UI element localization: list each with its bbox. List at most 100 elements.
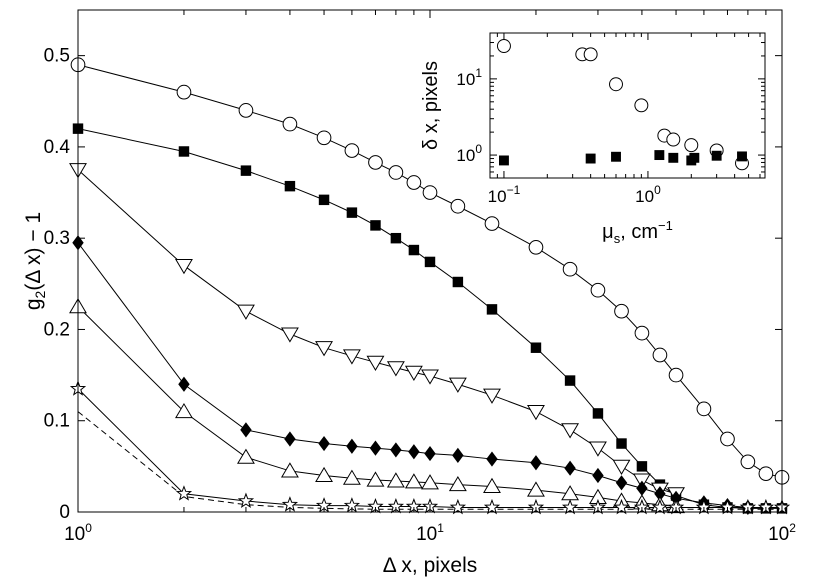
- series-5-point-8: [386, 472, 405, 488]
- series-4-point-6: [346, 438, 358, 454]
- inset-y-tick-label: 101: [456, 66, 482, 89]
- series-3-point-3: [236, 304, 255, 320]
- series-4-point-16: [615, 475, 628, 491]
- series-1-point-12: [484, 216, 500, 231]
- series-5-point-10: [421, 474, 439, 490]
- series-6-point-16: [613, 498, 630, 515]
- series-6-point-11: [449, 498, 467, 515]
- y-tick-label: 0: [59, 502, 70, 523]
- series-3-point-10: [421, 369, 439, 385]
- series-2-point-16: [616, 438, 627, 449]
- series-2-point-3: [240, 165, 252, 176]
- series-1-point-6: [344, 143, 360, 158]
- series-5-point-3: [236, 448, 255, 464]
- inset-y-axis-label: δ x, pixels: [420, 61, 442, 150]
- inset-frame: [489, 32, 766, 179]
- inset-series-2-point-3: [611, 151, 621, 162]
- series-4-point-14: [564, 460, 576, 476]
- series-3-point-9: [404, 365, 423, 382]
- series-1-point-19: [668, 367, 684, 383]
- series-6-point-14: [561, 498, 579, 515]
- series-2-point-17: [636, 461, 648, 472]
- series-1-point-2: [176, 84, 192, 100]
- series-1-point-5: [316, 130, 332, 146]
- inset-series-2-point-2: [585, 153, 596, 164]
- series-5-point-2: [175, 402, 193, 419]
- series-3-point-13: [527, 405, 545, 421]
- series-2-point-10: [424, 256, 436, 268]
- series-4-point-4: [284, 431, 296, 447]
- y-tick-label: 0.2: [44, 319, 70, 340]
- series-6-point-3: [237, 492, 255, 508]
- series-1-point-11: [450, 198, 466, 214]
- series-4-point-11: [452, 447, 464, 464]
- inset-series-2-point-8: [711, 150, 722, 161]
- series-2-point-11: [452, 276, 464, 288]
- series-1-point-13: [528, 239, 544, 255]
- series-4-point-18: [654, 486, 666, 502]
- series-4-point-9: [408, 444, 420, 460]
- series-4-point-13: [530, 455, 542, 471]
- series-2-point-8: [390, 232, 402, 244]
- series-6-point-2: [175, 485, 193, 501]
- inset-y-tick-label: 100: [456, 142, 482, 165]
- series-3-point-14: [561, 423, 580, 439]
- y-tick-label: 0.1: [44, 411, 70, 432]
- series-1-point-4: [282, 116, 298, 132]
- series-3-point-7: [366, 355, 385, 371]
- series-1-point-21: [720, 431, 735, 447]
- series-4-point-8: [390, 442, 402, 458]
- series-line-4: [77, 242, 748, 508]
- series-5-point-4: [280, 462, 299, 478]
- series-1-point-8: [388, 165, 404, 180]
- series-3-point-2: [175, 259, 193, 275]
- series-1-point-15: [590, 282, 606, 298]
- series-1-point-20: [696, 401, 712, 417]
- series-3-point-5: [315, 341, 333, 357]
- series-3-point-16: [612, 459, 631, 476]
- x-tick-label: 100: [64, 521, 92, 545]
- series-6-point-12: [483, 498, 501, 515]
- inset-plot: 10−1 100 100 101 μs, cm−1 δ x, pixels: [420, 32, 766, 246]
- series-2-point-9: [408, 244, 420, 256]
- y-tick-label: 0.5: [44, 46, 70, 67]
- series-4-point-12: [486, 451, 498, 467]
- series-2-point-5: [318, 194, 330, 206]
- series-5-point-9: [404, 473, 423, 489]
- series-4-point-10: [424, 445, 436, 462]
- series-5-point-7: [366, 471, 385, 487]
- series-1-point-18: [652, 347, 668, 363]
- series-2-point-13: [530, 342, 542, 353]
- inset-x-tick-label: 10−1: [488, 183, 521, 206]
- series-1-point-22: [740, 454, 756, 470]
- series-1-point-17: [634, 325, 650, 341]
- series-3-point-15: [588, 441, 607, 457]
- inset-series-1-point-5: [634, 98, 649, 113]
- series-6-point-18: [651, 498, 669, 515]
- inset-series-1-point-8: [684, 138, 699, 153]
- series-1-point-14: [562, 261, 578, 277]
- inset-x-axis-label: μs, cm−1: [602, 218, 673, 246]
- series-4-point-7: [369, 440, 382, 456]
- inset-series-1-point-7: [666, 132, 681, 147]
- series-3-point-6: [342, 349, 361, 365]
- series-4-point-5: [318, 435, 330, 452]
- series-5-point-6: [342, 469, 361, 485]
- series-2-point-12: [486, 304, 498, 315]
- y-tick-label: 0.3: [44, 228, 70, 249]
- series-5-point-13: [527, 481, 545, 497]
- x-axis-label: Δ x, pixels: [383, 554, 478, 577]
- series-5-point-5: [315, 466, 333, 483]
- series-1-point-23: [758, 466, 774, 482]
- inset-series-1-point-4: [609, 77, 623, 92]
- series-4-point-17: [636, 480, 648, 496]
- series-3-point-12: [483, 388, 501, 404]
- series-1-point-10: [422, 185, 438, 200]
- inset-series-2-point-7: [689, 152, 700, 163]
- series-2-point-7: [370, 220, 381, 231]
- inset-series-1-point-1: [496, 39, 511, 53]
- series-2-point-15: [592, 408, 604, 419]
- inset-series-2-point-5: [668, 152, 679, 163]
- series-2-point-14: [564, 375, 576, 386]
- series-3-point-4: [280, 327, 299, 343]
